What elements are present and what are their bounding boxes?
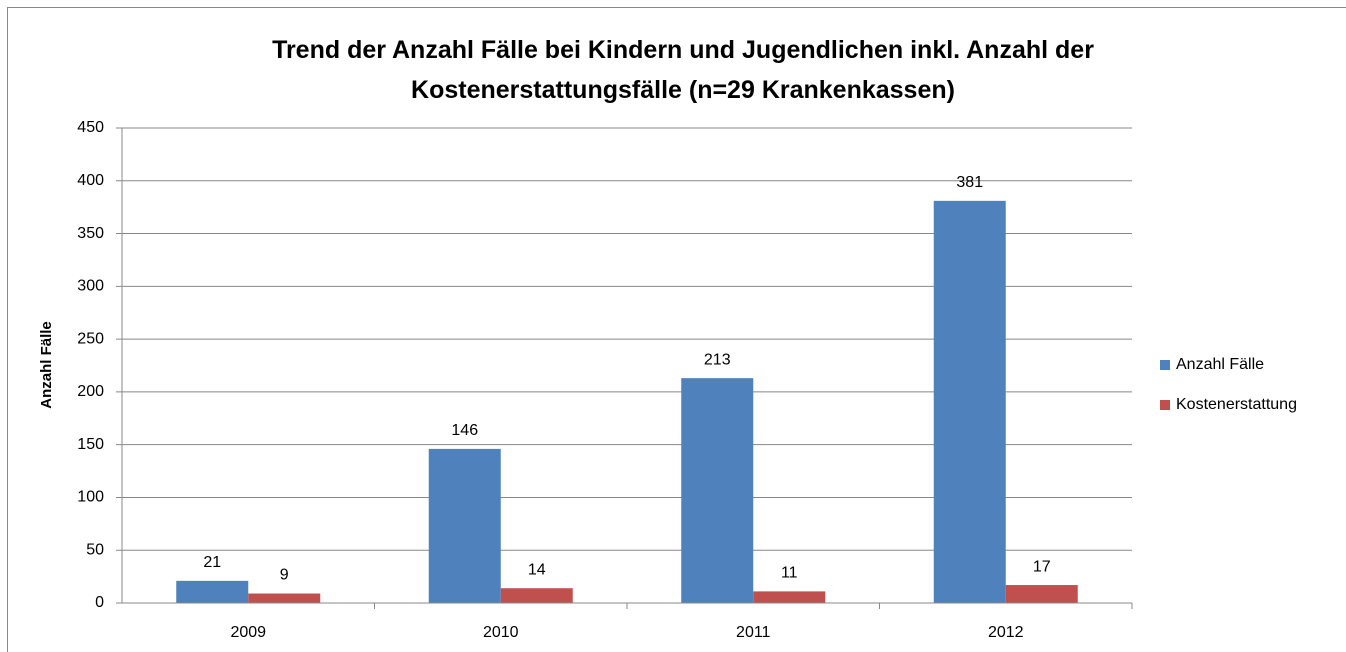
bar bbox=[176, 580, 249, 603]
y-tick-label: 100 bbox=[77, 489, 104, 506]
legend-label: Kostenerstattung bbox=[1176, 396, 1297, 413]
value-label: 14 bbox=[528, 561, 546, 578]
x-tick-label: 2012 bbox=[988, 624, 1024, 641]
value-label: 17 bbox=[1033, 558, 1051, 575]
y-tick-label: 250 bbox=[77, 330, 104, 347]
y-tick-label: 400 bbox=[77, 172, 104, 189]
value-label: 9 bbox=[280, 567, 289, 584]
y-axis-label: Anzahl Fälle bbox=[38, 321, 55, 409]
value-label: 21 bbox=[203, 554, 221, 571]
value-label: 146 bbox=[451, 422, 478, 439]
x-tick-label: 2011 bbox=[736, 624, 771, 641]
legend-swatch bbox=[1160, 360, 1170, 370]
bar bbox=[933, 200, 1006, 604]
legend-label: Anzahl Fälle bbox=[1176, 356, 1264, 373]
y-tick-label: 450 bbox=[77, 119, 104, 136]
x-tick-label: 2010 bbox=[483, 624, 519, 641]
bar bbox=[1005, 585, 1078, 603]
chart-title: Trend der Anzahl Fälle bei Kindern und J… bbox=[272, 36, 1094, 104]
bar bbox=[428, 448, 501, 603]
value-label: 381 bbox=[956, 174, 983, 191]
value-label: 11 bbox=[781, 565, 798, 582]
bar bbox=[500, 588, 573, 603]
y-tick-label: 150 bbox=[77, 436, 104, 453]
bar bbox=[248, 593, 321, 603]
y-tick-label: 50 bbox=[86, 541, 104, 558]
x-tick-label: 2009 bbox=[230, 624, 266, 641]
y-tick-label: 300 bbox=[77, 278, 104, 295]
y-tick-label: 350 bbox=[77, 225, 104, 242]
y-tick-label: 200 bbox=[77, 383, 104, 400]
value-label: 213 bbox=[704, 351, 731, 368]
bar bbox=[753, 591, 826, 603]
bar bbox=[681, 378, 754, 603]
legend-swatch bbox=[1160, 400, 1170, 410]
y-tick-label: 0 bbox=[95, 594, 104, 611]
chart-border bbox=[7, 7, 1346, 652]
